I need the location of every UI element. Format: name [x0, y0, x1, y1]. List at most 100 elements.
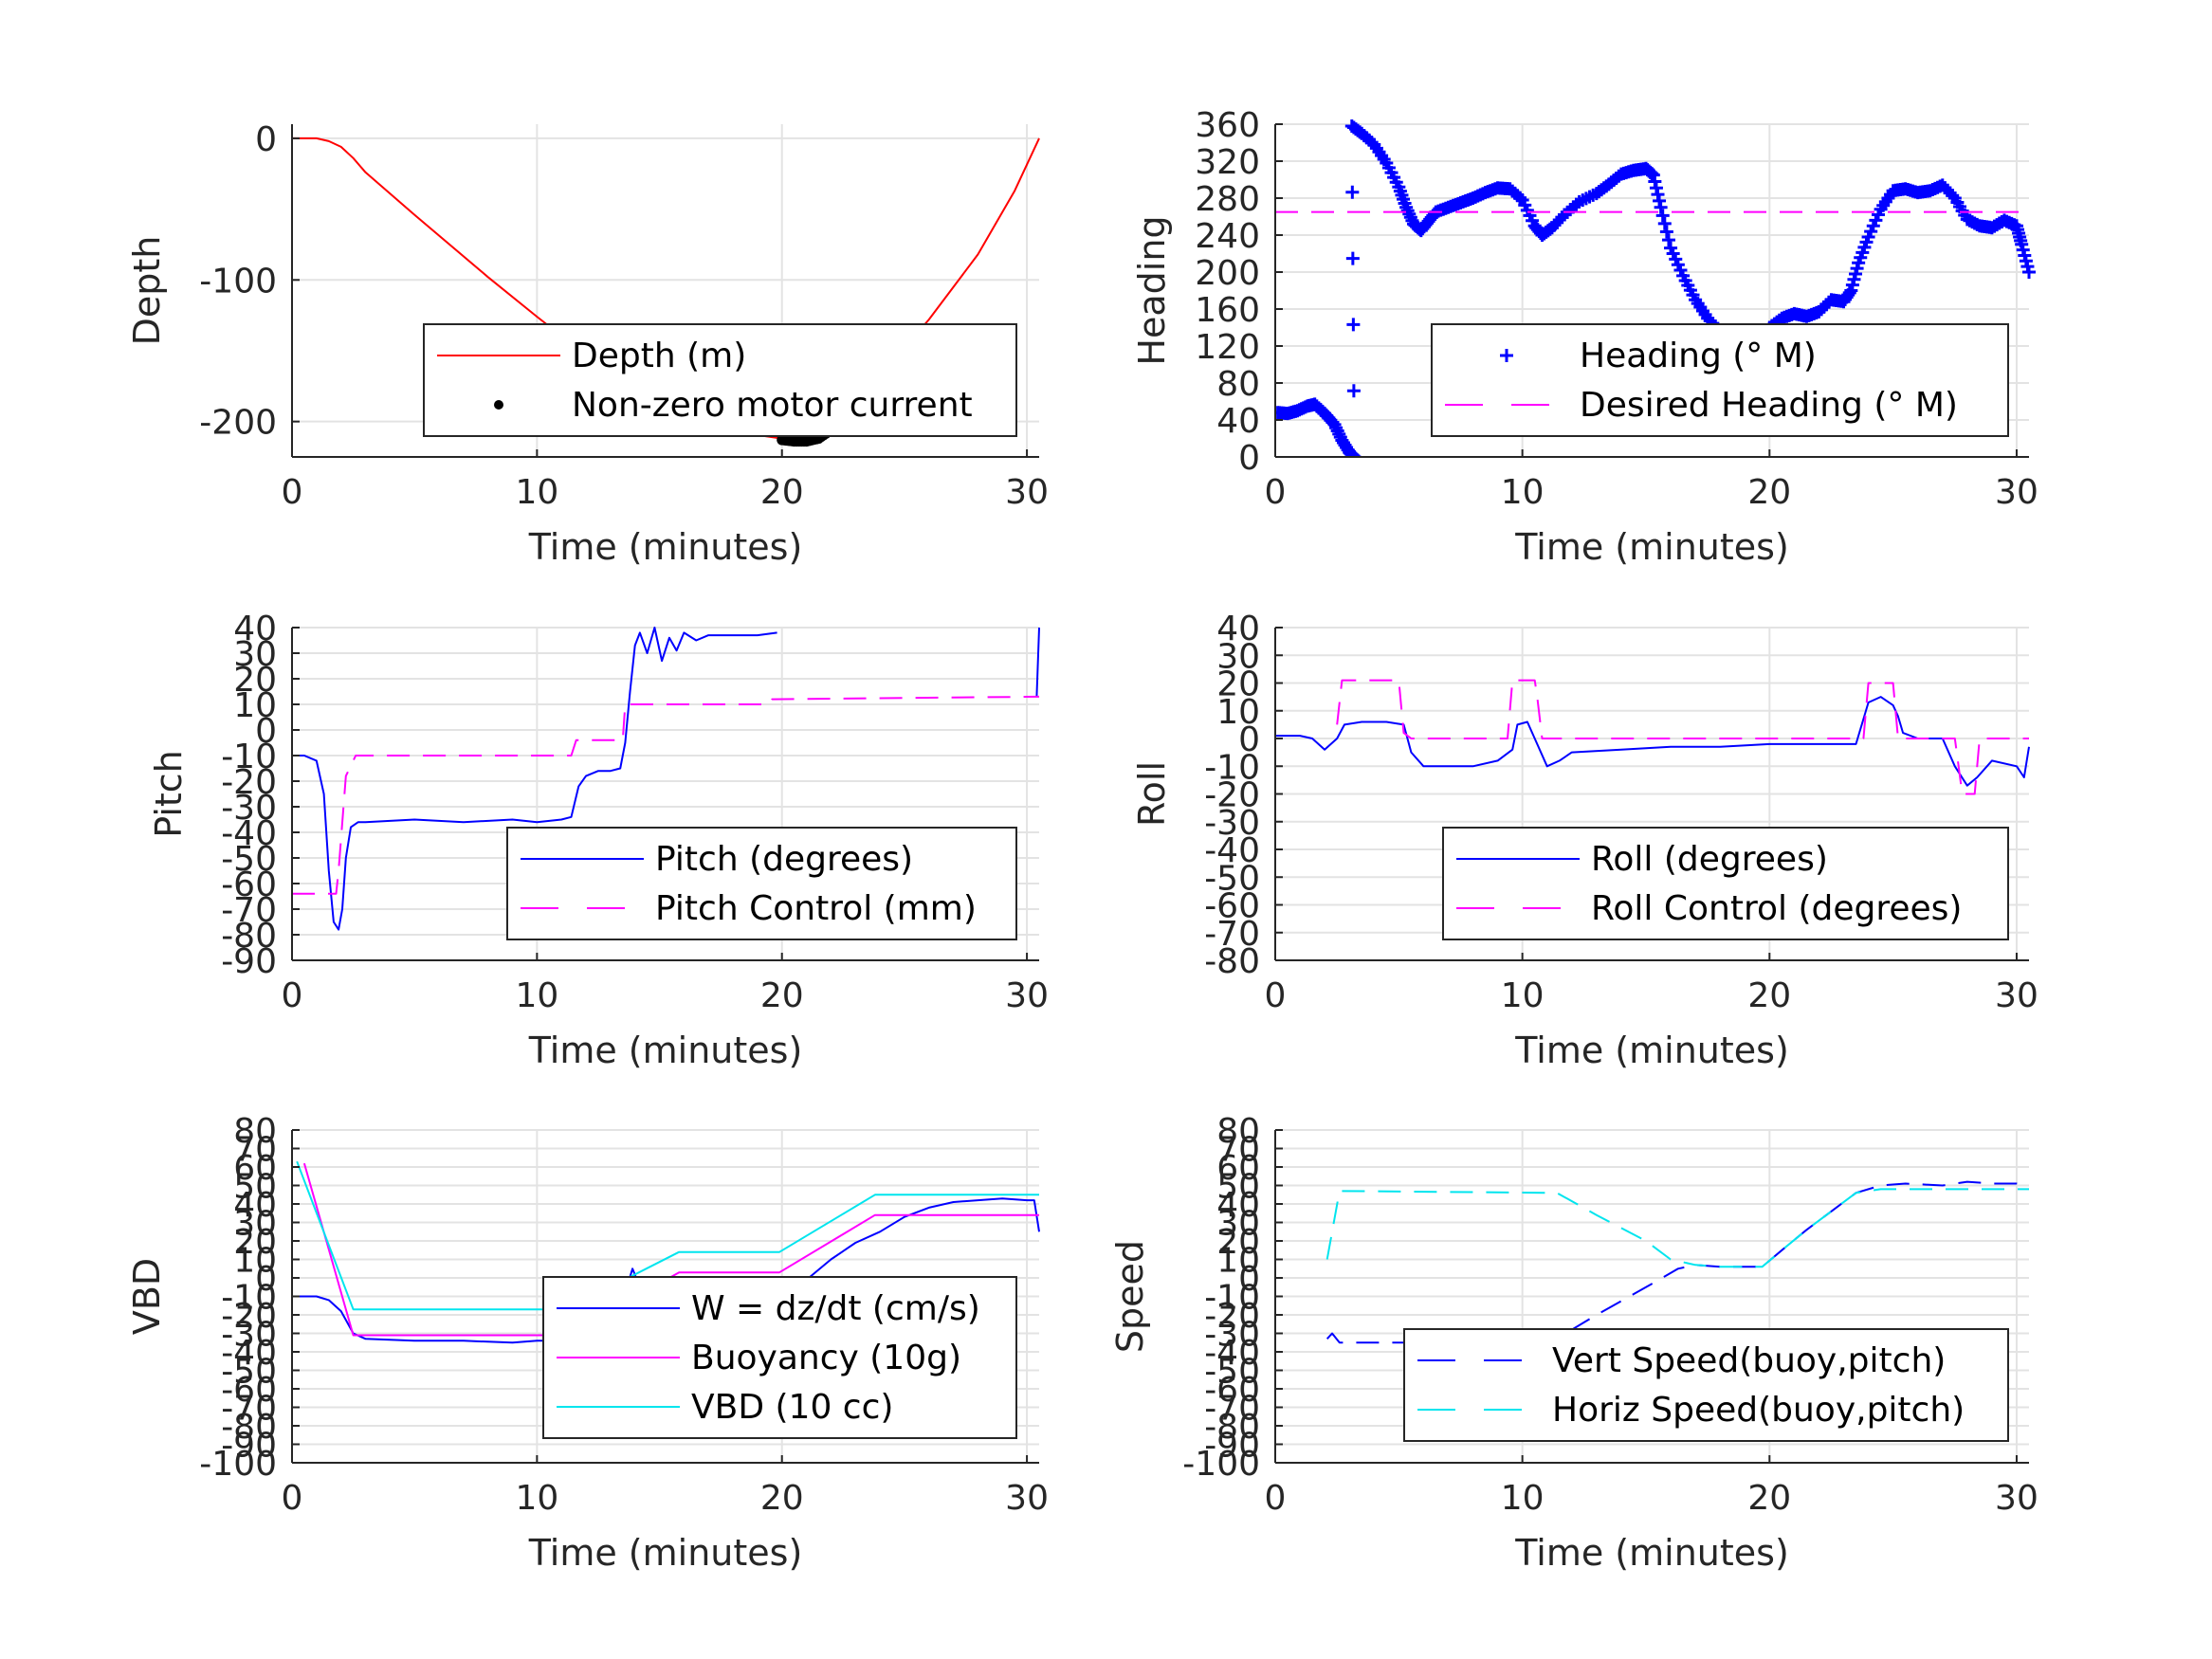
y-tick-label: 10: [233, 686, 277, 725]
y-tick-label: 0: [1238, 1260, 1260, 1299]
x-tick-label: 30: [1005, 1479, 1049, 1518]
legend-label: VBD (10 cc): [691, 1388, 893, 1427]
x-tick-label: 0: [1265, 976, 1287, 1015]
legend-label: Depth (m): [572, 337, 746, 375]
x-tick-label: 10: [1501, 473, 1545, 512]
legend-box: [506, 827, 1017, 940]
x-tick-label: 30: [1005, 473, 1049, 512]
y-tick-label: 280: [1195, 180, 1260, 219]
legend-box: [1403, 1328, 2009, 1442]
y-tick-label: 0: [255, 120, 277, 159]
x-tick-label: 30: [1995, 473, 2038, 512]
series-roll-1: [1336, 679, 2029, 795]
x-tick-label: 10: [1501, 1479, 1545, 1518]
legend-box: [1431, 323, 2009, 437]
legend: W = dz/dt (cm/s) Buoyancy (10g) VBD (10 cc…: [542, 1276, 1017, 1439]
y-tick-label: -200: [199, 404, 277, 443]
x-tick-label: 20: [760, 1479, 804, 1518]
x-tick-label: 30: [1005, 976, 1049, 1015]
heading-point: [1659, 225, 1673, 239]
y-tick-label: 0: [1238, 720, 1260, 759]
y-tick-label: 20: [233, 661, 277, 700]
y-axis-title: Roll: [1131, 761, 1173, 827]
y-tick-label: 80: [233, 1112, 277, 1151]
x-axis-title: Time (minutes): [528, 526, 803, 568]
y-tick-label: 0: [1238, 439, 1260, 478]
y-axis-title: Pitch: [148, 750, 190, 838]
y-tick-label: 40: [1216, 402, 1260, 441]
y-tick-label: -60: [1204, 1371, 1260, 1410]
y-tick-label: -60: [221, 1371, 277, 1410]
y-tick-label: -50: [1204, 859, 1260, 898]
y-tick-label: -70: [221, 1390, 277, 1429]
y-tick-label: 50: [1216, 1168, 1260, 1207]
y-tick-label: 10: [1216, 1242, 1260, 1281]
y-tick-label: -100: [199, 262, 277, 301]
series-speed-1: [1325, 1188, 2029, 1268]
y-tick-label: 70: [233, 1131, 277, 1170]
legend-label: Roll Control (degrees): [1591, 889, 1962, 928]
legend: Heading (° M) Desired Heading (° M): [1431, 323, 2009, 437]
x-tick-label: 20: [760, 473, 804, 512]
legend-label: Vert Speed(buoy,pitch): [1552, 1341, 1946, 1380]
x-tick-label: 0: [282, 976, 303, 1015]
y-tick-label: 320: [1195, 143, 1260, 182]
x-axis-title: Time (minutes): [1514, 1532, 1789, 1574]
y-tick-label: -30: [221, 1316, 277, 1355]
y-tick-label: 360: [1195, 106, 1260, 145]
heading-point: [1513, 191, 1527, 205]
y-tick-label: 70: [1216, 1131, 1260, 1170]
y-tick-label: -40: [221, 1334, 277, 1373]
series-line-roll-1: [1336, 679, 2029, 795]
y-tick-label: 0: [255, 1260, 277, 1299]
y-axis-title: VBD: [126, 1258, 168, 1335]
legend-label: Pitch Control (mm): [655, 889, 977, 928]
y-tick-label: -40: [1204, 1334, 1260, 1373]
legend-label: Roll (degrees): [1591, 840, 1828, 879]
legend-label: Pitch (degrees): [655, 840, 913, 879]
heading-point: [1657, 216, 1672, 230]
heading-point: [2022, 265, 2036, 279]
chart-roll: 0 10 20 30403020100-10-20-30-40-50-60-70-80…: [1131, 610, 2038, 1071]
series-vbd-2: [296, 1160, 1039, 1311]
series-line-vbd-1: [302, 1162, 1039, 1337]
legend: Depth (m) Non-zero motor current: [423, 323, 1017, 437]
plot-area: [292, 627, 1040, 931]
y-tick-label: -80: [1204, 942, 1260, 981]
heading-point: [1654, 200, 1668, 214]
y-tick-label: 120: [1195, 328, 1260, 367]
series-roll-0: [1275, 696, 2030, 787]
y-tick-label: -10: [221, 738, 277, 776]
y-tick-label: -50: [221, 840, 277, 879]
x-tick-label: 20: [760, 976, 804, 1015]
y-tick-label: 80: [1216, 1112, 1260, 1151]
series-pitch-0: [292, 627, 1040, 931]
y-tick-label: 10: [233, 1242, 277, 1281]
y-tick-label: 20: [1216, 665, 1260, 704]
y-tick-label: -80: [221, 917, 277, 956]
y-tick-label: -30: [1204, 1316, 1260, 1355]
legend: Pitch (degrees) Pitch Control (mm): [506, 827, 1017, 940]
x-tick-label: 20: [1747, 976, 1791, 1015]
y-tick-label: -90: [221, 1427, 277, 1466]
y-tick-label: -80: [1204, 1408, 1260, 1447]
y-axis-title: Speed: [1109, 1240, 1151, 1353]
heading-point: [1347, 450, 1362, 457]
y-tick-label: 240: [1195, 217, 1260, 256]
y-tick-label: 30: [233, 1205, 277, 1244]
y-tick-label: 40: [233, 610, 277, 648]
x-tick-label: 0: [1265, 473, 1287, 512]
plot-area: [1275, 679, 2030, 795]
y-axis-title: Depth: [126, 236, 168, 346]
y-tick-label: -50: [221, 1353, 277, 1392]
y-tick-label: -30: [1204, 804, 1260, 843]
y-tick-label: 20: [1216, 1223, 1260, 1262]
y-tick-label: -10: [221, 1279, 277, 1318]
y-tick-label: 40: [1216, 1186, 1260, 1225]
heading-point: [1946, 189, 1960, 203]
y-tick-label: -20: [221, 763, 277, 802]
y-tick-label: -70: [221, 891, 277, 930]
y-tick-label: 60: [233, 1149, 277, 1188]
